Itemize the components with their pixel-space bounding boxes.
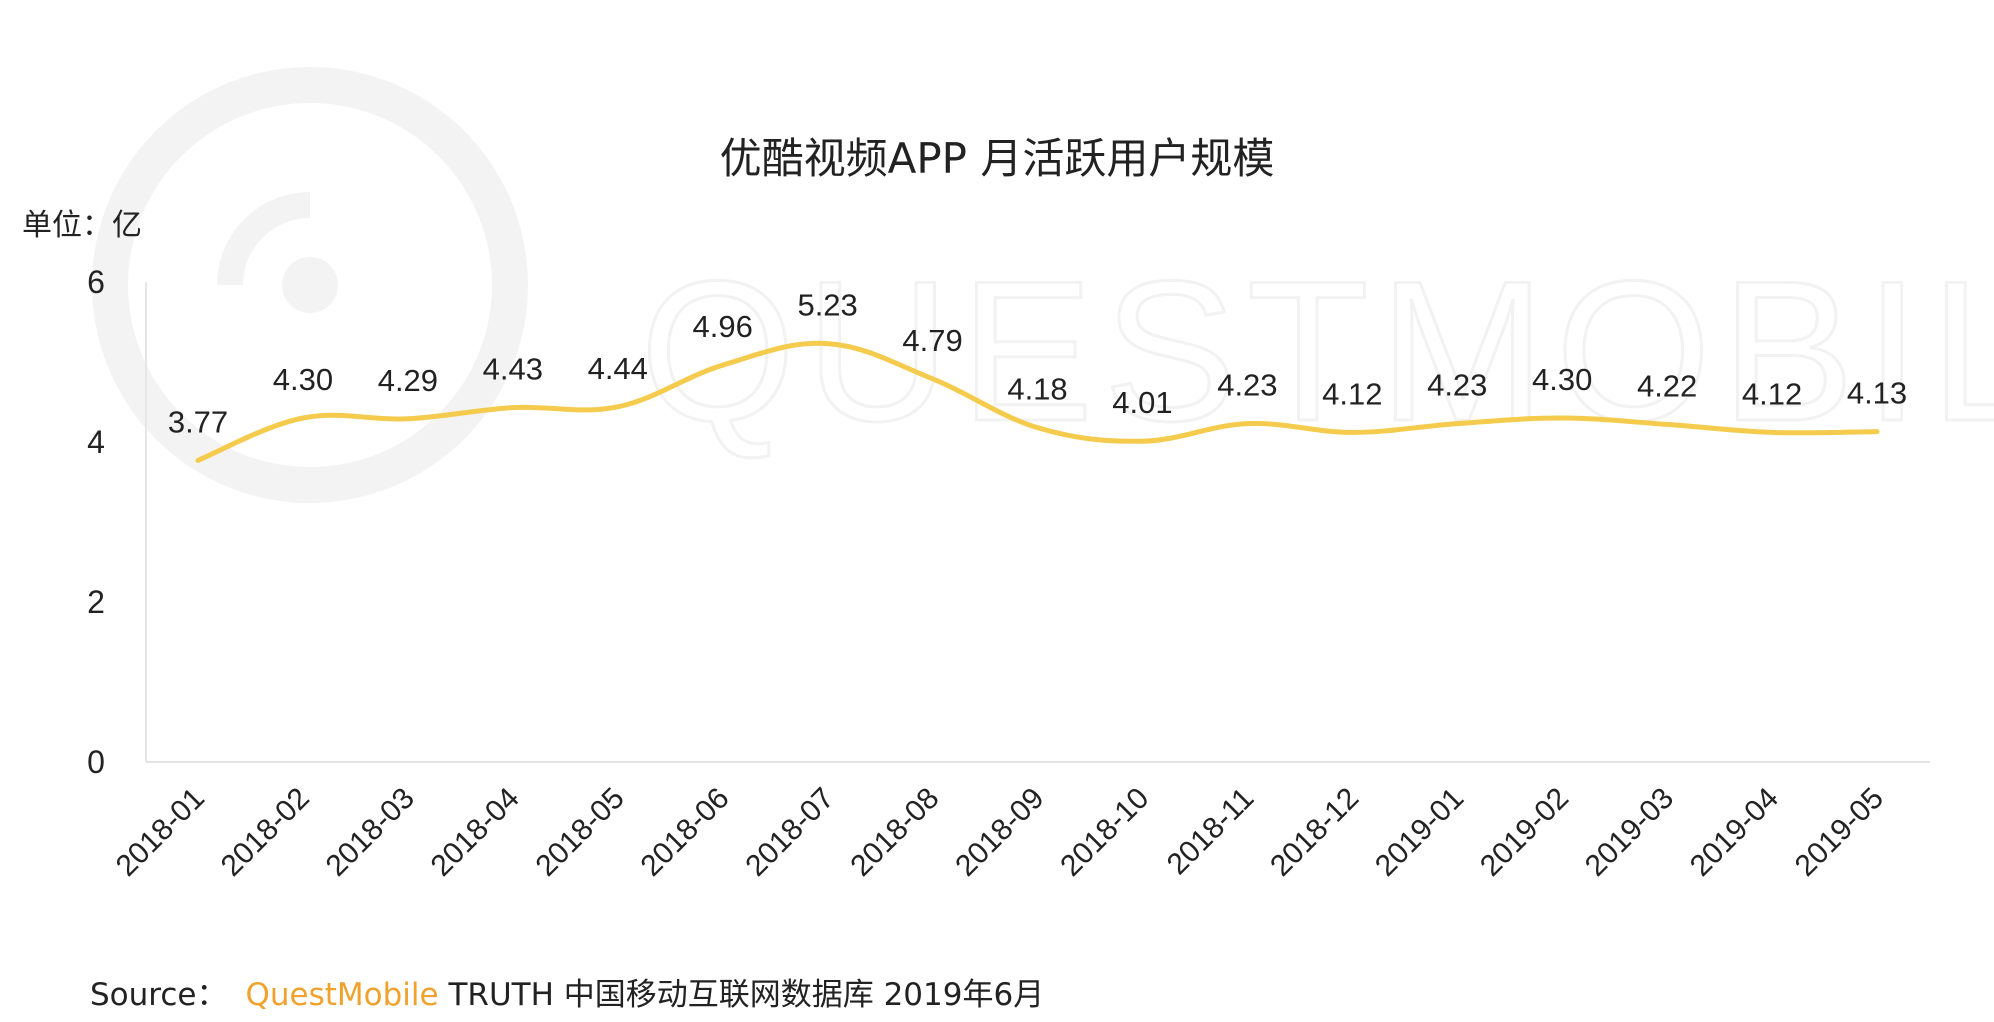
x-tick-label: 2019-01 [1369,782,1470,883]
x-tick-label: 2018-08 [844,782,945,883]
data-label: 4.01 [1112,385,1172,420]
x-tick-label: 2018-09 [949,782,1050,883]
watermark-dot-icon [282,257,338,313]
data-point [615,404,620,409]
data-point [825,341,830,346]
data-points [196,341,1879,463]
x-tick-label: 2018-11 [1161,782,1261,882]
data-label: 4.43 [483,352,543,387]
y-axis-ticks: 0 2 4 6 [87,264,105,780]
data-label: 4.13 [1847,376,1907,411]
data-point [510,405,515,410]
data-point [300,416,305,420]
source-prefix: Source： [90,977,227,1013]
data-point [1350,430,1355,435]
data-label: 4.79 [902,323,962,358]
data-label: 4.96 [693,309,753,344]
watermark-arc-icon [217,192,311,286]
source-rest: TRUTH 中国移动互联网数据库 2019年6月 [439,977,1045,1013]
data-point [1665,422,1670,427]
data-point [196,458,200,463]
data-label: 4.30 [273,362,333,397]
x-tick-label: 2018-10 [1054,782,1155,883]
watermark-ring-icon [92,67,528,503]
data-point [1140,439,1145,444]
source-brand: QuestMobile [245,977,438,1013]
x-tick-label: 2018-12 [1264,782,1365,883]
y-tick-label: 0 [87,744,105,780]
x-tick-label: 2018-01 [110,782,211,883]
x-tick-label: 2019-02 [1474,782,1575,883]
data-label: 4.12 [1742,376,1802,411]
data-label: 4.30 [1532,362,1592,397]
data-label: 4.12 [1322,376,1382,411]
data-point [1035,425,1040,430]
x-tick-label: 2018-06 [634,782,735,883]
data-point [1770,430,1775,435]
data-label: 4.23 [1427,368,1487,403]
x-tick-label: 2018-04 [425,782,526,883]
x-tick-label: 2019-04 [1684,782,1785,883]
x-tick-label: 2018-05 [530,782,631,883]
x-tick-label: 2018-03 [320,782,421,883]
x-tick-label: 2019-03 [1579,782,1680,883]
data-label: 4.18 [1007,372,1067,407]
data-point [1455,421,1460,426]
data-labels: 3.77 4.30 4.29 4.43 4.44 4.96 5.23 4.79 4.18 4.01… [168,288,1907,440]
y-tick-label: 4 [87,424,105,460]
data-label: 4.23 [1217,368,1277,403]
data-label: 5.23 [797,288,857,323]
data-point [1560,416,1565,420]
data-point [720,363,725,368]
data-point [1245,421,1250,426]
unit-label: 单位：亿 [22,208,142,243]
x-tick-label: 2018-02 [215,782,316,883]
x-tick-label: 2018-07 [739,782,840,883]
x-tick-label: 2019-05 [1789,782,1890,883]
data-label: 4.22 [1637,368,1697,403]
source-note: Source： QuestMobile TRUTH 中国移动互联网数据库 2019… [90,977,1044,1013]
data-label: 4.29 [378,363,438,398]
x-axis-ticks: 2018-01 2018-02 2018-03 2018-04 2018-05 2018-… [110,782,1890,883]
chart-title: 优酷视频APP 月活跃用户规模 [720,134,1275,183]
y-tick-label: 2 [87,584,105,620]
data-label: 4.44 [588,351,648,386]
data-point [405,416,410,421]
data-label: 3.77 [168,404,228,439]
data-point [930,376,935,381]
y-tick-label: 6 [87,264,105,300]
data-point [1875,429,1879,434]
